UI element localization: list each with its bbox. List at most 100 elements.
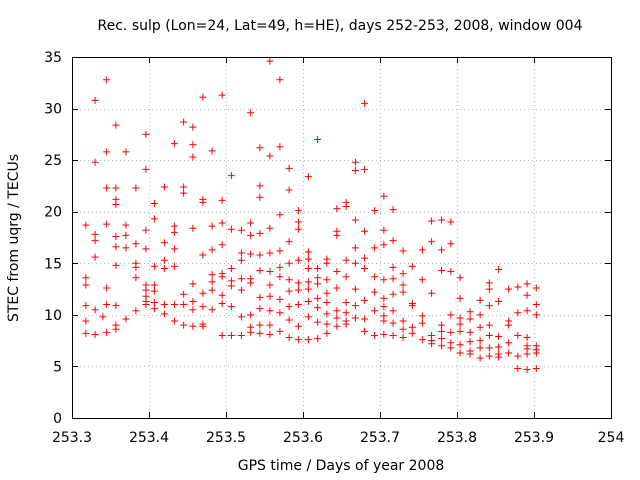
data-point: [91, 230, 99, 238]
data-point: [82, 329, 90, 337]
data-point: [399, 281, 407, 289]
data-point: [389, 290, 397, 298]
data-point: [189, 280, 197, 288]
data-point: [399, 334, 407, 342]
data-point: [199, 93, 207, 101]
data-point: [476, 323, 484, 331]
data-point: [256, 293, 264, 301]
data-point: [142, 165, 150, 173]
data-point: [323, 259, 331, 267]
data-point: [447, 268, 455, 276]
data-point: [294, 322, 302, 330]
data-point: [485, 344, 493, 352]
data-point: [150, 305, 158, 313]
data-point: [218, 219, 226, 227]
data-point: [285, 186, 293, 194]
data-point: [438, 246, 446, 254]
x-tick-label: 253.7: [360, 430, 400, 446]
data-point: [199, 198, 207, 206]
data-point: [266, 224, 274, 232]
data-point: [150, 287, 158, 295]
data-point: [447, 218, 455, 226]
data-point: [170, 262, 178, 270]
data-point: [389, 319, 397, 327]
data-point: [132, 240, 140, 248]
data-point: [476, 296, 484, 304]
data-point: [408, 302, 416, 310]
data-point: [189, 141, 197, 149]
data-point: [285, 164, 293, 172]
data-point: [247, 250, 255, 258]
data-point: [256, 305, 264, 313]
data-point: [150, 298, 158, 306]
data-point: [495, 333, 503, 341]
data-point: [438, 321, 446, 329]
data-point: [82, 221, 90, 229]
data-point: [485, 285, 493, 293]
data-point: [103, 76, 111, 84]
data-point: [91, 158, 99, 166]
x-axis-tick-labels: 253.3 253.4 253.5 253.6 253.7 253.8 253.9 254: [52, 430, 624, 446]
data-point: [505, 321, 513, 329]
data-point: [103, 328, 111, 336]
data-point: [399, 247, 407, 255]
data-point: [361, 327, 369, 335]
data-point: [408, 262, 416, 270]
data-point: [505, 285, 513, 293]
data-point: [256, 229, 264, 237]
data-point: [514, 309, 522, 317]
plot-frame: [72, 57, 612, 419]
y-tick-label: 30: [44, 102, 62, 118]
data-point: [438, 335, 446, 343]
data-point: [256, 321, 264, 329]
data-point: [189, 153, 197, 161]
data-point: [314, 318, 322, 326]
x-tick-label: 253.5: [206, 430, 246, 446]
data-point: [351, 259, 359, 267]
data-point: [247, 109, 255, 117]
data-point: [476, 344, 484, 352]
data-point: [514, 352, 522, 360]
data-point: [456, 314, 464, 322]
data-point: [276, 211, 284, 219]
data-point: [276, 263, 284, 271]
data-point: [505, 349, 513, 357]
data-point: [466, 308, 474, 316]
data-point: [142, 226, 150, 234]
data-point: [294, 279, 302, 287]
data-point: [371, 273, 379, 281]
data-point: [247, 219, 255, 227]
data-point: [150, 281, 158, 289]
data-point: [160, 264, 168, 272]
data-point: [408, 329, 416, 337]
data-point: [351, 302, 359, 310]
data-point: [103, 184, 111, 192]
data-point: [495, 353, 503, 361]
data-point: [304, 264, 312, 272]
data-point: [208, 246, 216, 254]
data-point: [418, 319, 426, 327]
data-point: [371, 307, 379, 315]
data-point: [218, 91, 226, 99]
data-point: [485, 279, 493, 287]
data-point: [532, 349, 540, 357]
data-point: [371, 331, 379, 339]
data-point: [237, 249, 245, 257]
data-point: [304, 173, 312, 181]
data-point: [399, 317, 407, 325]
data-point: [333, 268, 341, 276]
data-point: [91, 306, 99, 314]
data-point: [314, 264, 322, 272]
data-point: [333, 314, 341, 322]
data-point: [323, 298, 331, 306]
data-point: [466, 328, 474, 336]
data-point: [294, 301, 302, 309]
data-point: [342, 273, 350, 281]
data-point: [256, 267, 264, 275]
data-point: [399, 270, 407, 278]
data-point: [285, 316, 293, 324]
data-point: [112, 243, 120, 251]
data-point: [304, 285, 312, 293]
data-point: [495, 265, 503, 273]
data-point: [342, 309, 350, 317]
